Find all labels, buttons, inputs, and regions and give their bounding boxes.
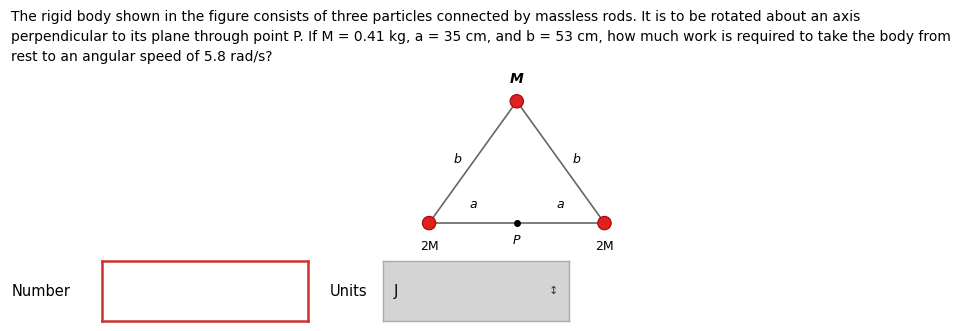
- Text: J: J: [394, 284, 398, 299]
- Text: P: P: [513, 234, 521, 247]
- Text: Units: Units: [330, 284, 367, 299]
- Text: b: b: [572, 153, 580, 166]
- Text: The rigid body shown in the figure consists of three particles connected by mass: The rigid body shown in the figure consi…: [11, 10, 951, 64]
- Text: Number: Number: [11, 284, 71, 299]
- Circle shape: [598, 216, 612, 230]
- Text: b: b: [454, 153, 461, 166]
- Text: 2M: 2M: [595, 240, 613, 253]
- Text: 2M: 2M: [420, 240, 438, 253]
- Text: ↕: ↕: [549, 286, 558, 296]
- Text: i: i: [89, 284, 93, 298]
- Text: a: a: [557, 198, 565, 211]
- Text: M: M: [510, 72, 523, 86]
- Circle shape: [422, 216, 435, 230]
- Text: a: a: [469, 198, 477, 211]
- Circle shape: [510, 95, 523, 108]
